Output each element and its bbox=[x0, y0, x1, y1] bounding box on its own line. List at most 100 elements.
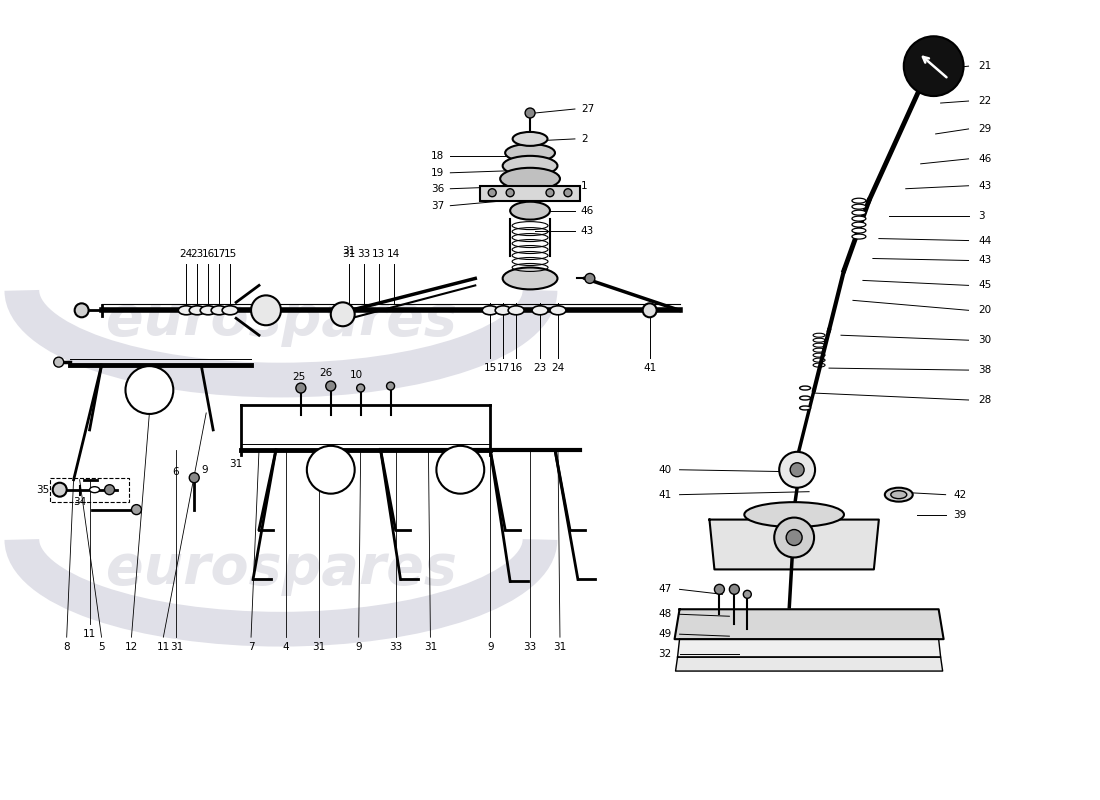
Circle shape bbox=[786, 530, 802, 546]
Ellipse shape bbox=[891, 490, 906, 498]
Circle shape bbox=[104, 485, 114, 494]
Ellipse shape bbox=[178, 306, 195, 314]
Ellipse shape bbox=[510, 202, 550, 220]
Circle shape bbox=[744, 590, 751, 598]
Text: 45: 45 bbox=[979, 280, 992, 290]
Text: 5: 5 bbox=[98, 642, 104, 652]
Circle shape bbox=[488, 189, 496, 197]
Text: 13: 13 bbox=[372, 250, 385, 259]
Text: 23: 23 bbox=[190, 250, 204, 259]
Circle shape bbox=[251, 295, 280, 326]
Ellipse shape bbox=[800, 406, 811, 410]
Ellipse shape bbox=[884, 488, 913, 502]
Ellipse shape bbox=[851, 228, 866, 233]
Ellipse shape bbox=[495, 306, 512, 314]
Text: 17: 17 bbox=[212, 250, 226, 259]
Circle shape bbox=[326, 381, 336, 391]
Text: 16: 16 bbox=[201, 250, 214, 259]
Text: 41: 41 bbox=[658, 490, 672, 500]
Text: 31: 31 bbox=[342, 250, 355, 259]
Text: 31: 31 bbox=[424, 642, 437, 652]
Text: 2: 2 bbox=[581, 134, 587, 144]
Text: 15: 15 bbox=[223, 250, 236, 259]
Text: 14: 14 bbox=[387, 250, 400, 259]
Text: 28: 28 bbox=[979, 395, 992, 405]
Circle shape bbox=[53, 482, 67, 497]
Text: 24: 24 bbox=[551, 363, 564, 373]
Ellipse shape bbox=[513, 132, 548, 146]
Text: 10: 10 bbox=[350, 370, 363, 380]
Text: 8: 8 bbox=[64, 642, 70, 652]
Circle shape bbox=[729, 584, 739, 594]
Circle shape bbox=[54, 357, 64, 367]
Text: 23: 23 bbox=[534, 363, 547, 373]
Text: 18: 18 bbox=[431, 151, 444, 161]
Text: 31: 31 bbox=[312, 642, 326, 652]
Circle shape bbox=[356, 384, 364, 392]
Ellipse shape bbox=[532, 306, 548, 314]
Circle shape bbox=[437, 446, 484, 494]
Bar bbox=[481, 186, 580, 201]
Text: 31: 31 bbox=[342, 246, 355, 257]
Circle shape bbox=[132, 505, 142, 514]
Text: 20: 20 bbox=[979, 306, 991, 315]
Circle shape bbox=[525, 108, 535, 118]
Text: 34: 34 bbox=[74, 497, 87, 506]
Text: 40: 40 bbox=[659, 465, 672, 474]
Ellipse shape bbox=[89, 486, 100, 493]
Circle shape bbox=[790, 462, 804, 477]
Text: 46: 46 bbox=[979, 154, 992, 164]
Ellipse shape bbox=[851, 210, 866, 215]
Text: 6: 6 bbox=[173, 466, 179, 477]
Text: 39: 39 bbox=[954, 510, 967, 520]
Polygon shape bbox=[710, 519, 879, 570]
Text: 38: 38 bbox=[979, 365, 992, 375]
Text: eurospares: eurospares bbox=[106, 294, 456, 347]
Ellipse shape bbox=[851, 204, 866, 209]
Text: 32: 32 bbox=[658, 649, 672, 659]
Text: 3-4: 3-4 bbox=[323, 465, 339, 474]
Ellipse shape bbox=[550, 306, 565, 314]
Polygon shape bbox=[678, 639, 940, 657]
Text: 33: 33 bbox=[389, 642, 403, 652]
Ellipse shape bbox=[851, 198, 866, 203]
Text: 37: 37 bbox=[431, 201, 444, 210]
Ellipse shape bbox=[800, 396, 811, 400]
Circle shape bbox=[386, 382, 395, 390]
Circle shape bbox=[296, 383, 306, 393]
Text: 42: 42 bbox=[954, 490, 967, 500]
Ellipse shape bbox=[482, 306, 498, 314]
Text: 7: 7 bbox=[248, 642, 254, 652]
Circle shape bbox=[331, 302, 354, 326]
Text: 27: 27 bbox=[581, 104, 594, 114]
Ellipse shape bbox=[222, 306, 238, 314]
Text: 15: 15 bbox=[484, 363, 497, 373]
Polygon shape bbox=[675, 657, 943, 671]
Ellipse shape bbox=[508, 306, 524, 314]
Text: 33: 33 bbox=[524, 642, 537, 652]
Ellipse shape bbox=[745, 502, 844, 527]
Ellipse shape bbox=[851, 222, 866, 227]
Text: 47: 47 bbox=[658, 584, 672, 594]
Ellipse shape bbox=[503, 267, 558, 290]
Text: 5-RM: 5-RM bbox=[136, 385, 162, 395]
Ellipse shape bbox=[851, 216, 866, 221]
Circle shape bbox=[189, 473, 199, 482]
Circle shape bbox=[779, 452, 815, 488]
Ellipse shape bbox=[211, 306, 227, 314]
Text: 35: 35 bbox=[36, 485, 50, 494]
Ellipse shape bbox=[851, 234, 866, 239]
Circle shape bbox=[75, 303, 89, 318]
Circle shape bbox=[546, 189, 554, 197]
Text: 4: 4 bbox=[283, 642, 289, 652]
Text: 43: 43 bbox=[979, 255, 992, 266]
Text: 41: 41 bbox=[644, 363, 657, 373]
Text: 46: 46 bbox=[581, 206, 594, 216]
Text: 31: 31 bbox=[229, 458, 242, 469]
Text: 11: 11 bbox=[82, 630, 96, 639]
Circle shape bbox=[307, 446, 354, 494]
Circle shape bbox=[642, 303, 657, 318]
Circle shape bbox=[904, 36, 964, 96]
Text: 36: 36 bbox=[431, 184, 444, 194]
Text: 33: 33 bbox=[358, 250, 371, 259]
